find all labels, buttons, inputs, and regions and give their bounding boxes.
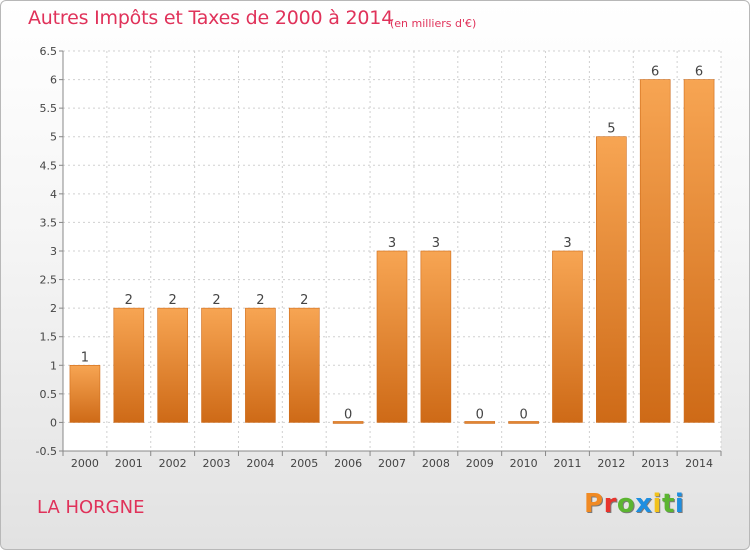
- data-label: 2: [300, 293, 308, 308]
- y-tick-label: 4.5: [40, 159, 58, 172]
- chart-title: Autres Impôts et Taxes de 2000 à 2014: [28, 7, 394, 29]
- brand-letter: x: [635, 489, 653, 519]
- x-tick-label: 2002: [159, 457, 187, 470]
- bar-2000: [69, 364, 101, 423]
- data-label: 2: [256, 293, 264, 308]
- y-tick-label: 6: [50, 74, 57, 87]
- data-label: 3: [432, 236, 440, 251]
- x-tick-labels: 2000 2001 2002 2003 2004 2005 2006 2007 2008 2009…: [71, 457, 713, 470]
- x-tick-label: 2003: [203, 457, 231, 470]
- x-tick-label: 2008: [422, 457, 450, 470]
- axes: [59, 50, 722, 456]
- y-tick-label: 6.5: [40, 45, 58, 58]
- y-tick-label: 0: [50, 416, 57, 429]
- x-tick-label: 2014: [685, 457, 713, 470]
- y-tick-label: -0.5: [36, 445, 57, 458]
- data-label: 2: [169, 293, 177, 308]
- brand-letter: t: [661, 489, 675, 519]
- gridlines: [62, 50, 722, 452]
- bar-2009: [464, 421, 496, 424]
- y-tick-label: 5: [50, 131, 57, 144]
- bar-2006: [332, 421, 364, 424]
- x-tick-label: 2000: [71, 457, 99, 470]
- commune-name: LA HORGNE: [37, 497, 145, 518]
- bar-2011: [552, 250, 583, 423]
- y-tick-label: 4: [50, 188, 57, 201]
- y-tick-label: 1.5: [40, 331, 58, 344]
- x-tick-label: 2005: [290, 457, 318, 470]
- data-label: 1: [81, 350, 89, 365]
- data-label: 6: [695, 65, 703, 80]
- y-tick-label: 5.5: [40, 102, 58, 115]
- x-tick-label: 2013: [641, 457, 669, 470]
- bar-2010: [508, 421, 539, 424]
- data-label: 2: [212, 293, 220, 308]
- y-tick-label: 0.5: [40, 388, 58, 401]
- data-label: 5: [607, 122, 615, 137]
- chart-unit-subtitle: (en milliers d'€): [390, 17, 477, 30]
- y-tick-label: 3.5: [40, 216, 58, 229]
- x-tick-label: 2006: [334, 457, 362, 470]
- data-label: 3: [563, 236, 571, 251]
- data-label: 3: [388, 236, 396, 251]
- brand-letter: r: [603, 489, 617, 519]
- data-label: 2: [125, 293, 133, 308]
- data-label: 0: [344, 407, 352, 422]
- brand-letter: o: [616, 489, 636, 519]
- x-tick-label: 2012: [597, 457, 625, 470]
- x-tick-label: 2011: [553, 457, 581, 470]
- bar-2014: [683, 79, 715, 423]
- bar-2001: [113, 307, 145, 423]
- data-label: 0: [476, 407, 484, 422]
- y-tick-label: 3: [50, 245, 57, 258]
- brand-letter: i: [674, 489, 685, 519]
- x-tick-label: 2007: [378, 457, 406, 470]
- x-tick-label: 2009: [466, 457, 494, 470]
- y-tick-label: 1: [50, 359, 57, 372]
- data-label: 0: [519, 407, 527, 422]
- x-tick-label: 2004: [246, 457, 274, 470]
- y-tick-labels: -0.5 0 0.5 1 1.5 2 2.5 3 3.5 4 4.5 5 5.5 6 6.5: [36, 45, 57, 458]
- y-tick-label: 2: [50, 302, 57, 315]
- data-label: 6: [651, 65, 659, 80]
- bar-2002: [157, 307, 188, 423]
- brand-letter: P: [584, 489, 604, 519]
- bars: [69, 79, 715, 424]
- x-tick-label: 2010: [510, 457, 538, 470]
- bar-2012: [596, 136, 627, 423]
- x-tick-label: 2001: [115, 457, 143, 470]
- data-labels: 1 2 2 2 2 2 0 3 3 0 0 3 5 6 6: [81, 65, 703, 423]
- bar-2003: [201, 307, 232, 423]
- proxiti-logo: Proxiti: [584, 489, 684, 519]
- bar-2005: [288, 307, 320, 423]
- bar-2004: [245, 307, 276, 423]
- bar-2008: [420, 250, 452, 423]
- bar-2013: [639, 79, 671, 423]
- y-tick-label: 2.5: [40, 274, 58, 287]
- bar-2007: [376, 250, 408, 423]
- brand-letter: i: [652, 489, 662, 519]
